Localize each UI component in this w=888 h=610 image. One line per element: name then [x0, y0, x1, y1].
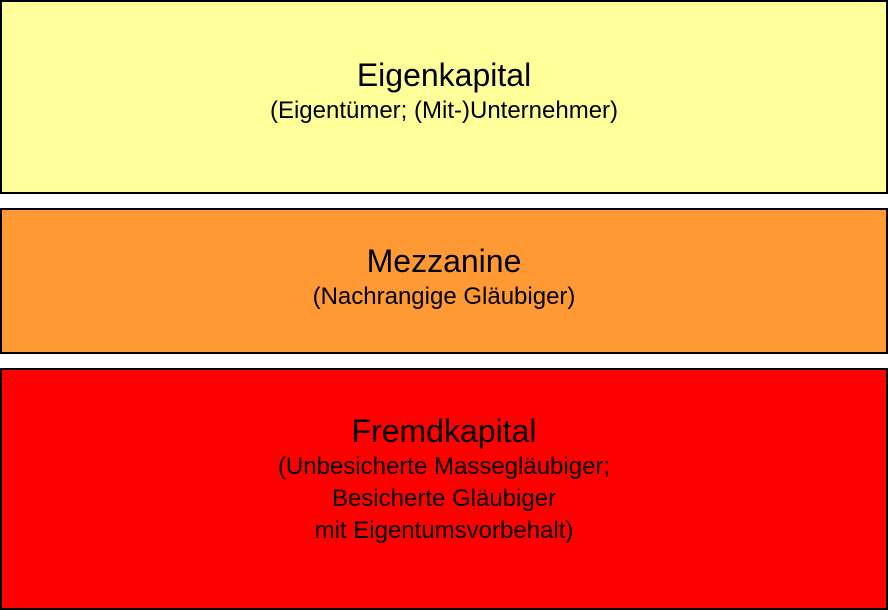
debt-box: Fremdkapital (Unbesicherte Massegläubige…	[0, 368, 888, 610]
mezzanine-title: Mezzanine	[366, 243, 522, 279]
debt-title: Fremdkapital	[351, 413, 537, 449]
debt-subtitle-line-1: (Unbesicherte Massegläubiger;	[277, 453, 611, 480]
mezzanine-subtitle: (Nachrangige Gläubiger)	[312, 283, 576, 310]
equity-subtitle: (Eigentümer; (Mit-)Unternehmer)	[269, 97, 619, 124]
equity-box: Eigenkapital (Eigentümer; (Mit-)Unterneh…	[0, 0, 888, 194]
debt-subtitle-line-2: Besicherte Gläubiger	[331, 485, 557, 512]
equity-title: Eigenkapital	[356, 57, 532, 93]
mezzanine-box: Mezzanine (Nachrangige Gläubiger)	[0, 208, 888, 354]
debt-subtitle-line-3: mit Eigentumsvorbehalt)	[314, 517, 574, 544]
